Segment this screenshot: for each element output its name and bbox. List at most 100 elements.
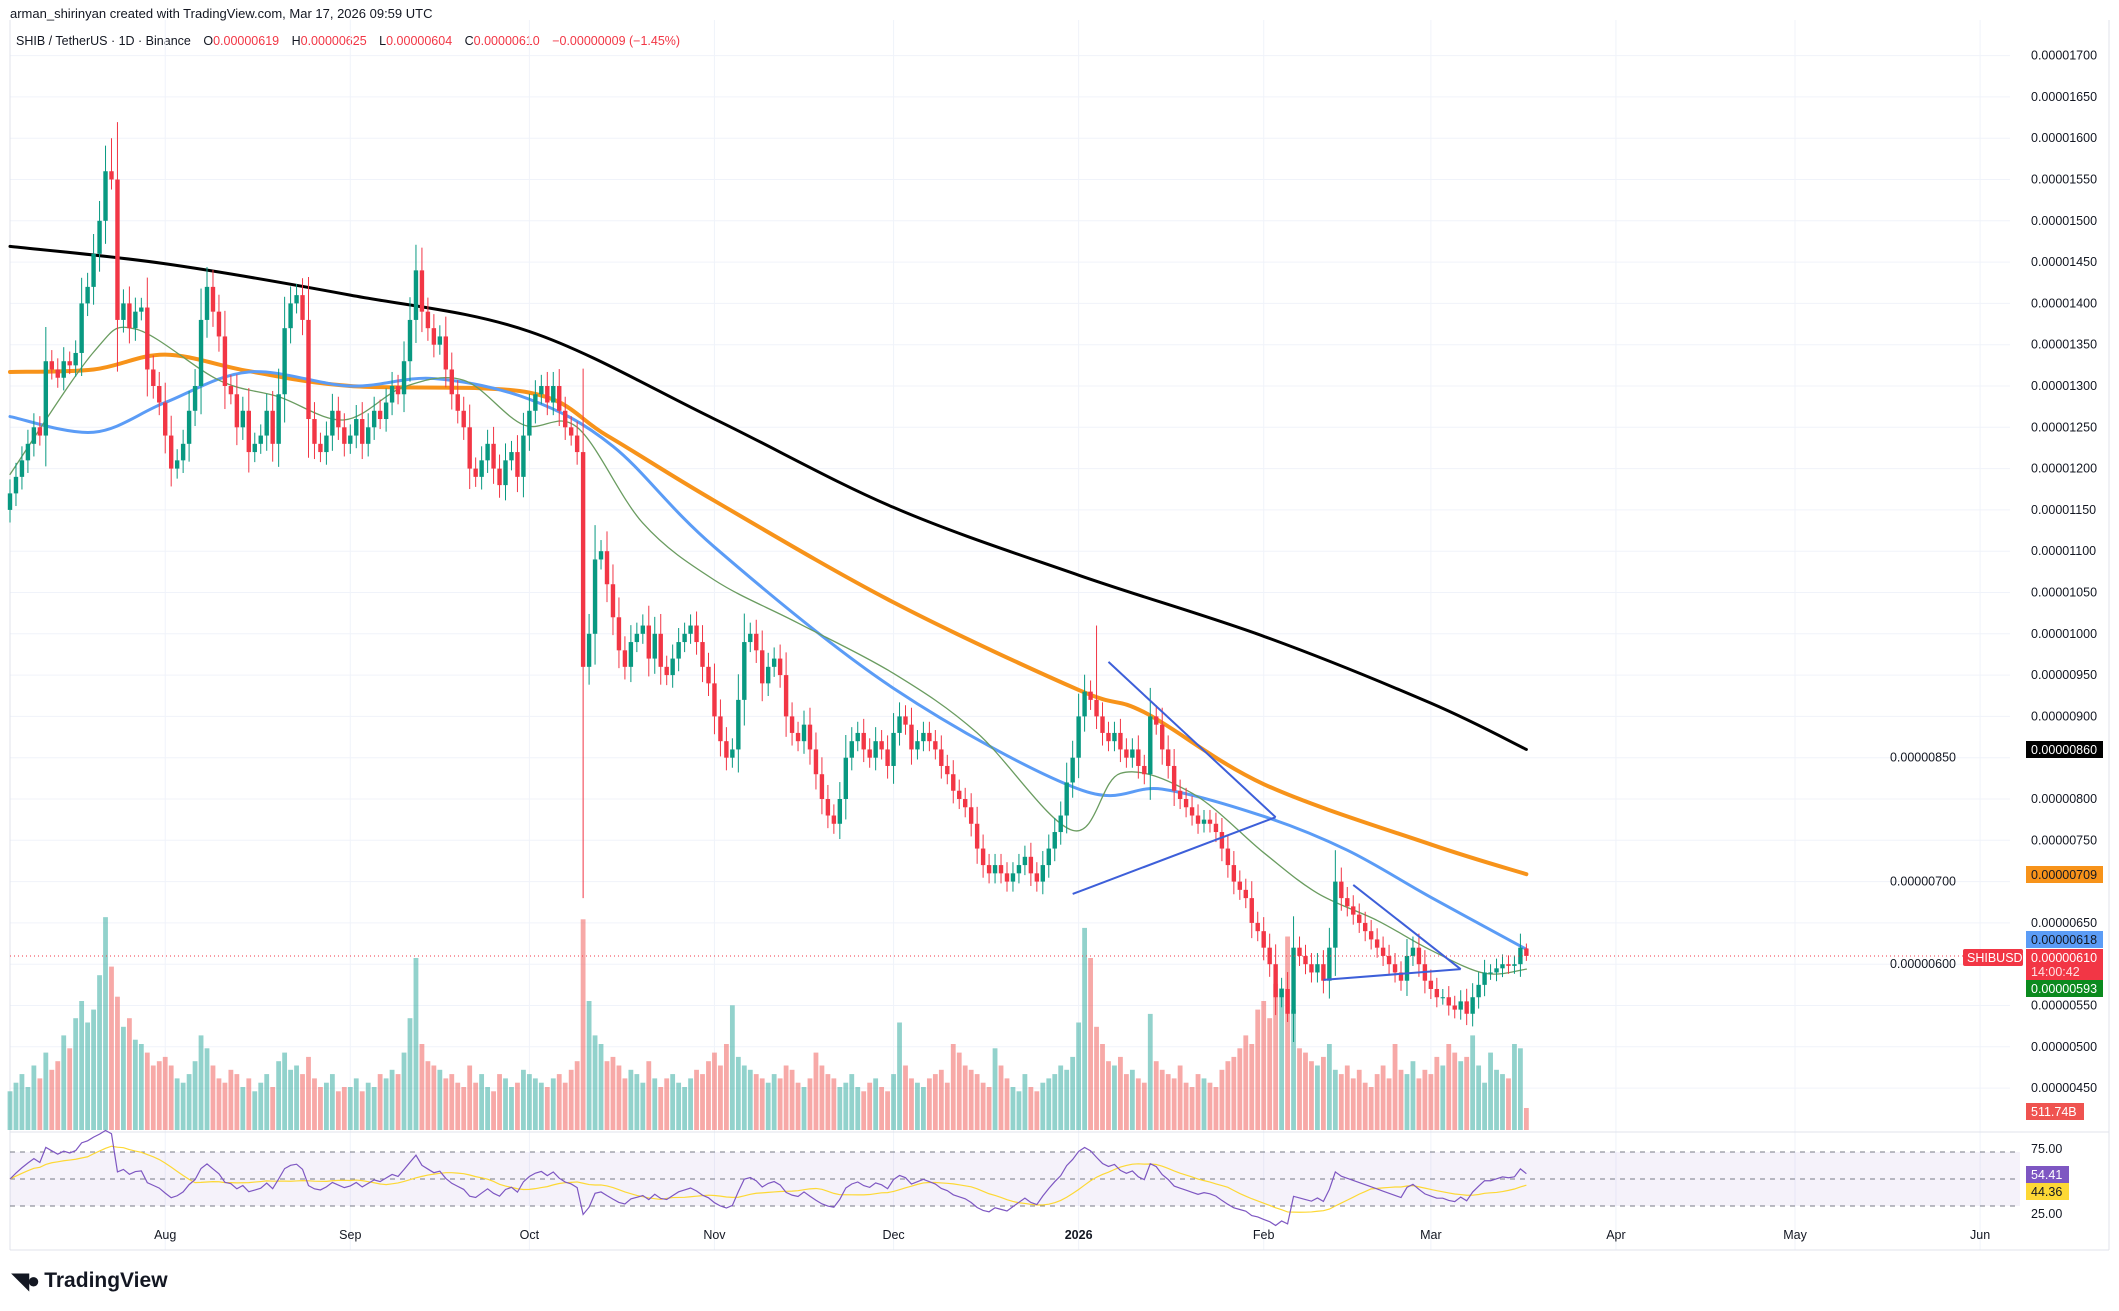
candle-up	[139, 307, 144, 312]
volume-tag-bg	[2026, 1103, 2084, 1120]
candle-down	[1386, 955, 1392, 965]
volume-bar	[992, 1048, 998, 1130]
price-axis-label: 0.00001500	[2031, 214, 2097, 228]
volume-bar	[771, 1074, 777, 1130]
candle-down	[163, 402, 168, 436]
candle-down	[557, 386, 562, 411]
candle-up	[276, 394, 281, 444]
candle-down	[1100, 716, 1105, 733]
candle-up	[1327, 947, 1332, 981]
candle-down	[1398, 972, 1404, 981]
volume-bar	[777, 1078, 783, 1130]
candle-down	[760, 650, 765, 684]
candle-up	[1494, 968, 1499, 973]
candle-down	[574, 435, 580, 453]
candle-down	[718, 716, 723, 742]
rsi-ma-tag-bg	[2026, 1183, 2069, 1200]
volume-bar	[413, 958, 419, 1130]
symbol-title[interactable]: SHIB / TetherUS · 1D · Binance	[16, 34, 191, 48]
time-axis[interactable]: Aug Sep Oct Nov Dec 2026 Feb Mar Apr May Jun	[154, 1228, 1990, 1242]
candle-up	[855, 732, 860, 742]
rsi-ma-line	[9, 1145, 1527, 1213]
candle-down	[1267, 947, 1272, 965]
volume-bar	[1416, 1078, 1422, 1130]
candle-up	[288, 303, 293, 329]
candle-down	[473, 468, 478, 477]
candle-down	[306, 319, 311, 420]
candle-down	[157, 386, 162, 403]
candle-down	[963, 799, 968, 808]
volume-bar	[676, 1082, 682, 1130]
candle-down	[1368, 931, 1374, 940]
volume-bar	[556, 1074, 562, 1130]
volume-bar	[1249, 1044, 1255, 1130]
volume-bar	[837, 1087, 843, 1130]
candle-down	[1380, 947, 1386, 956]
candle-down	[604, 551, 610, 585]
volume-bar	[688, 1078, 693, 1130]
candle-down	[1028, 856, 1034, 874]
candle-up	[1082, 691, 1087, 717]
candle-down	[783, 675, 789, 717]
candles	[7, 122, 2024, 1043]
candle-up	[652, 633, 657, 659]
price-axis[interactable]: 0.00001700 0.00001650 0.00001600 0.00001550…	[1890, 49, 2097, 1096]
volume-bar	[1171, 1078, 1177, 1130]
candle-down	[879, 741, 884, 750]
volume-bar	[1464, 1056, 1470, 1130]
trendlines[interactable]	[1072, 661, 1462, 981]
candle-down	[1243, 889, 1248, 899]
price-axis-label: 0.00001450	[2031, 255, 2097, 269]
volume-bar	[37, 1078, 43, 1130]
candle-down	[980, 848, 986, 866]
candle-up	[1458, 1001, 1463, 1010]
candle-up	[1279, 988, 1284, 998]
volume-bar	[831, 1078, 837, 1130]
candle-up	[1476, 984, 1481, 998]
candle-down	[1446, 997, 1451, 1006]
volume-bar	[329, 1074, 335, 1130]
price-axis-label: 0.00000950	[2031, 668, 2097, 682]
volume-bar	[1213, 1087, 1219, 1130]
volume-bar	[49, 1069, 55, 1130]
grid	[9, 20, 2110, 1251]
candle-up	[730, 749, 735, 758]
volume-bar	[1177, 1065, 1183, 1130]
volume-bar	[371, 1087, 377, 1130]
candle-down	[658, 633, 663, 667]
candle-up	[921, 732, 926, 742]
candle-down	[933, 741, 938, 750]
candle-up	[366, 427, 371, 444]
volume-bar	[509, 1087, 514, 1130]
symbol-legend: SHIB / TetherUS · 1D · Binance O0.000006…	[16, 34, 680, 48]
candle-down	[563, 410, 568, 428]
candle-up	[1488, 972, 1493, 974]
volume-bar	[753, 1074, 759, 1130]
last-price-tag-bg	[2026, 949, 2103, 980]
volume-bar	[1488, 1052, 1493, 1130]
time-axis-label: Apr	[1606, 1228, 1625, 1242]
volume-bar	[1368, 1087, 1374, 1130]
candle-up	[1500, 964, 1505, 969]
ma50-tag-bg	[2026, 931, 2103, 948]
candle-down	[945, 765, 950, 775]
candle-up	[91, 253, 96, 287]
volume-bar	[682, 1087, 688, 1130]
volume-bar	[85, 1022, 91, 1130]
volume-bar	[735, 1056, 741, 1130]
tradingview-logo[interactable]: ◥● TradingView	[12, 1268, 168, 1294]
candle-down	[831, 815, 837, 824]
volume-bar	[67, 1048, 73, 1130]
candle-up	[31, 427, 37, 444]
candle-down	[1321, 964, 1326, 981]
volume-bar	[932, 1074, 938, 1130]
volume-bar	[216, 1078, 222, 1130]
volume-bar	[1410, 1061, 1416, 1130]
price-axis-label: 0.00001700	[2031, 49, 2097, 63]
volume-bar	[359, 1091, 365, 1130]
volume-bar	[109, 966, 114, 1130]
candle-up	[133, 311, 138, 329]
volume-bar	[13, 1082, 19, 1130]
volume-bar	[1141, 1082, 1147, 1130]
